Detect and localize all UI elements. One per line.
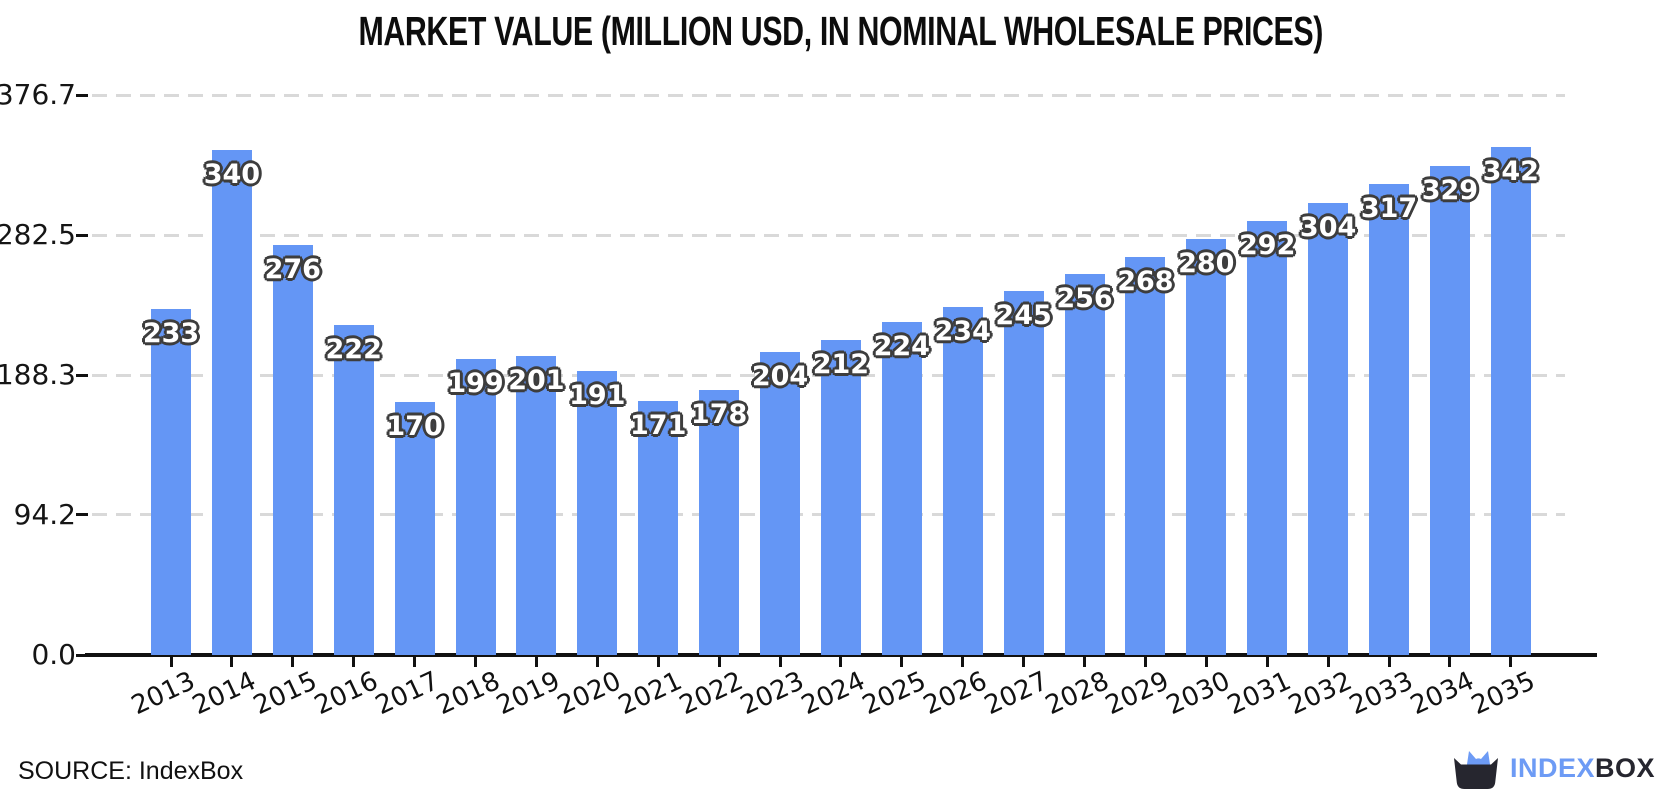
bar-value-label: 199 <box>447 368 504 400</box>
bar-2022 <box>699 390 740 655</box>
bar-value-label: 204 <box>751 360 809 392</box>
y-axis-tick-label: 0.0 <box>31 638 76 671</box>
y-axis-tick-label: 188.3 <box>0 358 76 392</box>
x-axis-tick <box>413 657 417 667</box>
bar-value-label: 276 <box>264 253 321 285</box>
bar-2030 <box>1186 238 1227 655</box>
y-axis-tick <box>76 93 88 97</box>
x-axis-tick <box>1448 657 1452 667</box>
logo-text-index: INDEX <box>1510 752 1596 783</box>
y-axis-tick <box>76 233 88 237</box>
bar-2015 <box>272 244 313 655</box>
bar-2018 <box>455 359 496 655</box>
x-axis-tick <box>839 657 843 667</box>
bar-2020 <box>577 371 618 655</box>
bar-2034 <box>1429 165 1470 655</box>
bar-value-label: 233 <box>142 317 200 349</box>
x-axis-tick <box>1509 657 1513 667</box>
cat-in-box-icon <box>1454 751 1498 789</box>
bar-2029 <box>1125 256 1166 655</box>
bar-value-label: 222 <box>325 333 382 365</box>
y-axis-tick-label: 376.7 <box>0 78 76 111</box>
y-axis-tick <box>76 513 88 517</box>
x-axis-tick <box>1143 657 1147 667</box>
bar-2033 <box>1369 183 1409 655</box>
bar-value-label: 201 <box>508 365 565 397</box>
x-axis-tick <box>717 657 721 667</box>
bar-value-label: 329 <box>1421 174 1479 206</box>
x-axis-tick <box>900 657 904 667</box>
bar-2021 <box>638 400 679 655</box>
x-axis-tick <box>1022 657 1026 667</box>
x-axis-tick <box>1326 657 1330 667</box>
bar-2031 <box>1247 220 1288 655</box>
bar-value-label: 280 <box>1178 247 1235 279</box>
x-axis-tick <box>352 657 356 667</box>
bar-2023 <box>760 351 800 655</box>
x-axis-line <box>85 653 1597 657</box>
bar-2014 <box>211 149 252 655</box>
bar-value-label: 292 <box>1239 229 1296 261</box>
gridline <box>92 233 1565 237</box>
x-axis-tick <box>656 657 660 667</box>
x-axis-tick <box>291 657 295 667</box>
logo-wordmark: INDEXBOX <box>1510 753 1655 784</box>
bar-value-label: 317 <box>1360 192 1418 224</box>
bar-2019 <box>516 356 557 655</box>
y-axis-tick-label: 94.2 <box>13 497 76 531</box>
bar-value-label: 212 <box>812 348 870 380</box>
logo-text-box: BOX <box>1595 752 1656 783</box>
x-axis-tick <box>474 657 477 667</box>
bar-2028 <box>1064 274 1105 655</box>
x-axis-tick <box>961 657 965 667</box>
bar-2026 <box>942 307 983 655</box>
bar-value-label: 224 <box>873 331 930 362</box>
bar-value-label: 342 <box>1482 155 1539 187</box>
bar-value-label: 191 <box>569 380 626 412</box>
bar-value-label: 256 <box>1056 283 1113 315</box>
y-axis-tick-label: 282.5 <box>0 218 76 252</box>
bar-value-label: 171 <box>630 409 687 441</box>
bar-2027 <box>1003 290 1044 655</box>
x-axis-tick <box>778 657 782 667</box>
chart-title: MARKET VALUE (MILLION USD, IN NOMINAL WH… <box>85 8 1597 60</box>
bar-2025 <box>881 322 922 655</box>
indexbox-logo: INDEXBOX <box>1452 744 1655 792</box>
bar-value-label: 245 <box>995 299 1052 331</box>
bar-2035 <box>1490 146 1531 655</box>
bar-value-label: 340 <box>203 158 261 190</box>
bar-2016 <box>333 324 374 655</box>
bar-value-label: 170 <box>386 411 443 443</box>
bar-2032 <box>1308 203 1349 655</box>
x-axis-tick <box>230 657 234 667</box>
x-axis-tick <box>595 657 599 667</box>
bar-2013 <box>151 308 191 655</box>
chart-title-text: MARKET VALUE (MILLION USD, IN NOMINAL WH… <box>358 8 1324 54</box>
x-axis-tick <box>534 657 538 667</box>
y-axis-tick <box>76 373 88 377</box>
y-axis-tick <box>76 653 88 657</box>
bar-value-label: 178 <box>690 399 748 431</box>
bar-value-label: 234 <box>934 316 991 348</box>
bar-2017 <box>394 402 435 655</box>
x-axis-tick <box>1083 657 1086 667</box>
x-axis-tick <box>1387 657 1391 667</box>
bar-value-label: 268 <box>1117 265 1174 297</box>
x-axis-tick <box>1265 657 1269 667</box>
gridline <box>92 93 1565 97</box>
x-axis-tick <box>169 657 173 667</box>
x-axis-tick <box>1204 657 1208 667</box>
source-label: SOURCE: IndexBox <box>18 757 244 785</box>
bar-value-label: 304 <box>1299 212 1357 244</box>
bar-2024 <box>820 339 861 655</box>
